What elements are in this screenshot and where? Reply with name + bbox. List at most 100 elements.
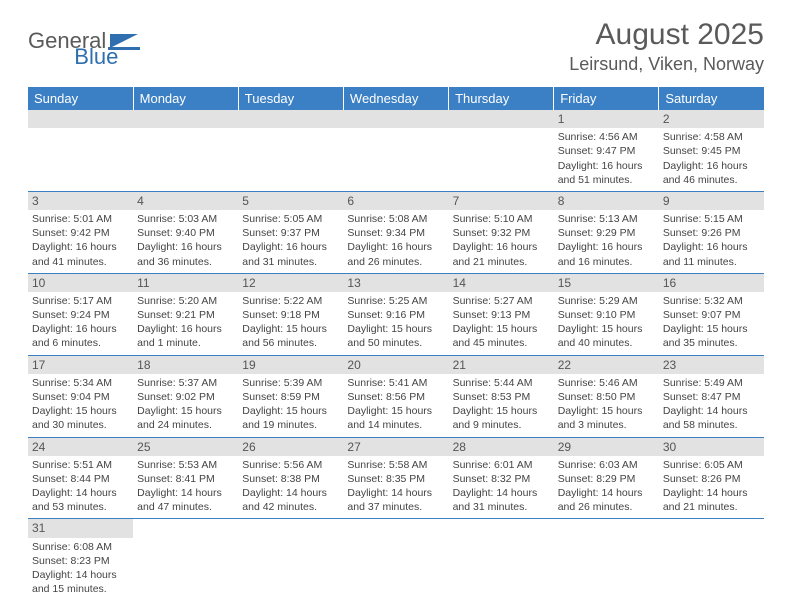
day-number: 8 <box>554 192 659 210</box>
day-info: Sunrise: 5:37 AMSunset: 9:02 PMDaylight:… <box>137 376 234 433</box>
calendar-cell: 15Sunrise: 5:29 AMSunset: 9:10 PMDayligh… <box>554 273 659 355</box>
day-number: 23 <box>659 356 764 374</box>
calendar-table: SundayMondayTuesdayWednesdayThursdayFrid… <box>28 87 764 600</box>
weekday-header: Monday <box>133 87 238 110</box>
calendar-cell: 29Sunrise: 6:03 AMSunset: 8:29 PMDayligh… <box>554 437 659 519</box>
day-info: Sunrise: 5:13 AMSunset: 9:29 PMDaylight:… <box>558 212 655 269</box>
calendar-cell: 12Sunrise: 5:22 AMSunset: 9:18 PMDayligh… <box>238 273 343 355</box>
calendar-cell: 7Sunrise: 5:10 AMSunset: 9:32 PMDaylight… <box>449 191 554 273</box>
calendar-cell: 26Sunrise: 5:56 AMSunset: 8:38 PMDayligh… <box>238 437 343 519</box>
day-info: Sunrise: 5:27 AMSunset: 9:13 PMDaylight:… <box>453 294 550 351</box>
empty-day-bar <box>28 110 133 128</box>
day-number: 7 <box>449 192 554 210</box>
day-number: 22 <box>554 356 659 374</box>
calendar-cell <box>449 519 554 600</box>
brand-logo: General Blue <box>28 18 186 54</box>
day-number: 4 <box>133 192 238 210</box>
day-info: Sunrise: 5:15 AMSunset: 9:26 PMDaylight:… <box>663 212 760 269</box>
day-info: Sunrise: 5:49 AMSunset: 8:47 PMDaylight:… <box>663 376 760 433</box>
calendar-cell: 11Sunrise: 5:20 AMSunset: 9:21 PMDayligh… <box>133 273 238 355</box>
day-info: Sunrise: 5:34 AMSunset: 9:04 PMDaylight:… <box>32 376 129 433</box>
day-number: 24 <box>28 438 133 456</box>
calendar-cell: 2Sunrise: 4:58 AMSunset: 9:45 PMDaylight… <box>659 110 764 191</box>
day-number: 6 <box>343 192 448 210</box>
calendar-cell: 17 Sunrise: 5:34 AMSunset: 9:04 PMDayligh… <box>28 355 133 437</box>
brand-part2: Blue <box>74 44 118 69</box>
calendar-cell: 23 Sunrise: 5:49 AMSunset: 8:47 PMDayligh… <box>659 355 764 437</box>
day-info: Sunrise: 5:39 AMSunset: 8:59 PMDaylight:… <box>242 376 339 433</box>
day-info: Sunrise: 5:05 AMSunset: 9:37 PMDaylight:… <box>242 212 339 269</box>
day-info: Sunrise: 6:03 AMSunset: 8:29 PMDaylight:… <box>558 458 655 515</box>
day-number: 27 <box>343 438 448 456</box>
day-number: 21 <box>449 356 554 374</box>
calendar-cell <box>659 519 764 600</box>
day-info: Sunrise: 4:56 AMSunset: 9:47 PMDaylight:… <box>558 130 655 187</box>
weekday-header: Wednesday <box>343 87 448 110</box>
day-number: 17 <box>28 356 133 374</box>
calendar-cell: 28 Sunrise: 6:01 AMSunset: 8:32 PMDayligh… <box>449 437 554 519</box>
calendar-cell <box>28 110 133 191</box>
day-info: Sunrise: 6:05 AMSunset: 8:26 PMDaylight:… <box>663 458 760 515</box>
day-number: 18 <box>133 356 238 374</box>
calendar-cell: 14Sunrise: 5:27 AMSunset: 9:13 PMDayligh… <box>449 273 554 355</box>
weekday-header: Thursday <box>449 87 554 110</box>
header: General Blue August 2025 Leirsund, Viken… <box>28 18 764 75</box>
calendar-cell: 18 Sunrise: 5:37 AMSunset: 9:02 PMDayligh… <box>133 355 238 437</box>
empty-day-bar <box>133 110 238 128</box>
day-info: Sunrise: 5:17 AMSunset: 9:24 PMDaylight:… <box>32 294 129 351</box>
day-number: 19 <box>238 356 343 374</box>
day-info: Sunrise: 5:29 AMSunset: 9:10 PMDaylight:… <box>558 294 655 351</box>
empty-day-bar <box>449 110 554 128</box>
day-number: 1 <box>554 110 659 128</box>
day-number: 9 <box>659 192 764 210</box>
calendar-cell <box>133 110 238 191</box>
weekday-header: Sunday <box>28 87 133 110</box>
day-info: Sunrise: 5:03 AMSunset: 9:40 PMDaylight:… <box>137 212 234 269</box>
calendar-cell: 16 Sunrise: 5:32 AMSunset: 9:07 PMDayligh… <box>659 273 764 355</box>
day-number: 28 <box>449 438 554 456</box>
day-info: Sunrise: 6:08 AMSunset: 8:23 PMDaylight:… <box>32 540 129 597</box>
day-number: 3 <box>28 192 133 210</box>
calendar-cell: 13 Sunrise: 5:25 AMSunset: 9:16 PMDayligh… <box>343 273 448 355</box>
calendar-cell: 5 Sunrise: 5:05 AMSunset: 9:37 PMDaylight… <box>238 191 343 273</box>
calendar-cell: 8 Sunrise: 5:13 AMSunset: 9:29 PMDaylight… <box>554 191 659 273</box>
calendar-cell: 9 Sunrise: 5:15 AMSunset: 9:26 PMDaylight… <box>659 191 764 273</box>
location: Leirsund, Viken, Norway <box>569 54 764 75</box>
calendar-cell: 4 Sunrise: 5:03 AMSunset: 9:40 PMDaylight… <box>133 191 238 273</box>
calendar-cell: 6Sunrise: 5:08 AMSunset: 9:34 PMDaylight… <box>343 191 448 273</box>
calendar-row: 10Sunrise: 5:17 AMSunset: 9:24 PMDayligh… <box>28 273 764 355</box>
day-number: 20 <box>343 356 448 374</box>
calendar-cell <box>238 110 343 191</box>
day-number: 11 <box>133 274 238 292</box>
calendar-cell: 24 Sunrise: 5:51 AMSunset: 8:44 PMDayligh… <box>28 437 133 519</box>
empty-day-bar <box>343 110 448 128</box>
calendar-row: 24 Sunrise: 5:51 AMSunset: 8:44 PMDayligh… <box>28 437 764 519</box>
empty-day-bar <box>238 110 343 128</box>
calendar-cell <box>449 110 554 191</box>
page-title: August 2025 <box>569 18 764 52</box>
day-number: 16 <box>659 274 764 292</box>
day-info: Sunrise: 5:46 AMSunset: 8:50 PMDaylight:… <box>558 376 655 433</box>
day-number: 5 <box>238 192 343 210</box>
day-info: Sunrise: 5:25 AMSunset: 9:16 PMDaylight:… <box>347 294 444 351</box>
day-info: Sunrise: 5:58 AMSunset: 8:35 PMDaylight:… <box>347 458 444 515</box>
day-info: Sunrise: 4:58 AMSunset: 9:45 PMDaylight:… <box>663 130 760 187</box>
calendar-cell <box>554 519 659 600</box>
day-number: 13 <box>343 274 448 292</box>
calendar-row: 1 Sunrise: 4:56 AMSunset: 9:47 PMDaylight… <box>28 110 764 191</box>
day-info: Sunrise: 6:01 AMSunset: 8:32 PMDaylight:… <box>453 458 550 515</box>
calendar-cell <box>133 519 238 600</box>
calendar-cell <box>238 519 343 600</box>
calendar-cell: 22 Sunrise: 5:46 AMSunset: 8:50 PMDayligh… <box>554 355 659 437</box>
calendar-cell <box>343 110 448 191</box>
day-info: Sunrise: 5:53 AMSunset: 8:41 PMDaylight:… <box>137 458 234 515</box>
day-info: Sunrise: 5:32 AMSunset: 9:07 PMDaylight:… <box>663 294 760 351</box>
calendar-cell: 30Sunrise: 6:05 AMSunset: 8:26 PMDayligh… <box>659 437 764 519</box>
calendar-cell: 1 Sunrise: 4:56 AMSunset: 9:47 PMDaylight… <box>554 110 659 191</box>
calendar-cell: 25Sunrise: 5:53 AMSunset: 8:41 PMDayligh… <box>133 437 238 519</box>
weekday-header: Saturday <box>659 87 764 110</box>
day-info: Sunrise: 5:51 AMSunset: 8:44 PMDaylight:… <box>32 458 129 515</box>
calendar-cell: 31Sunrise: 6:08 AMSunset: 8:23 PMDayligh… <box>28 519 133 600</box>
day-info: Sunrise: 5:22 AMSunset: 9:18 PMDaylight:… <box>242 294 339 351</box>
calendar-cell <box>343 519 448 600</box>
